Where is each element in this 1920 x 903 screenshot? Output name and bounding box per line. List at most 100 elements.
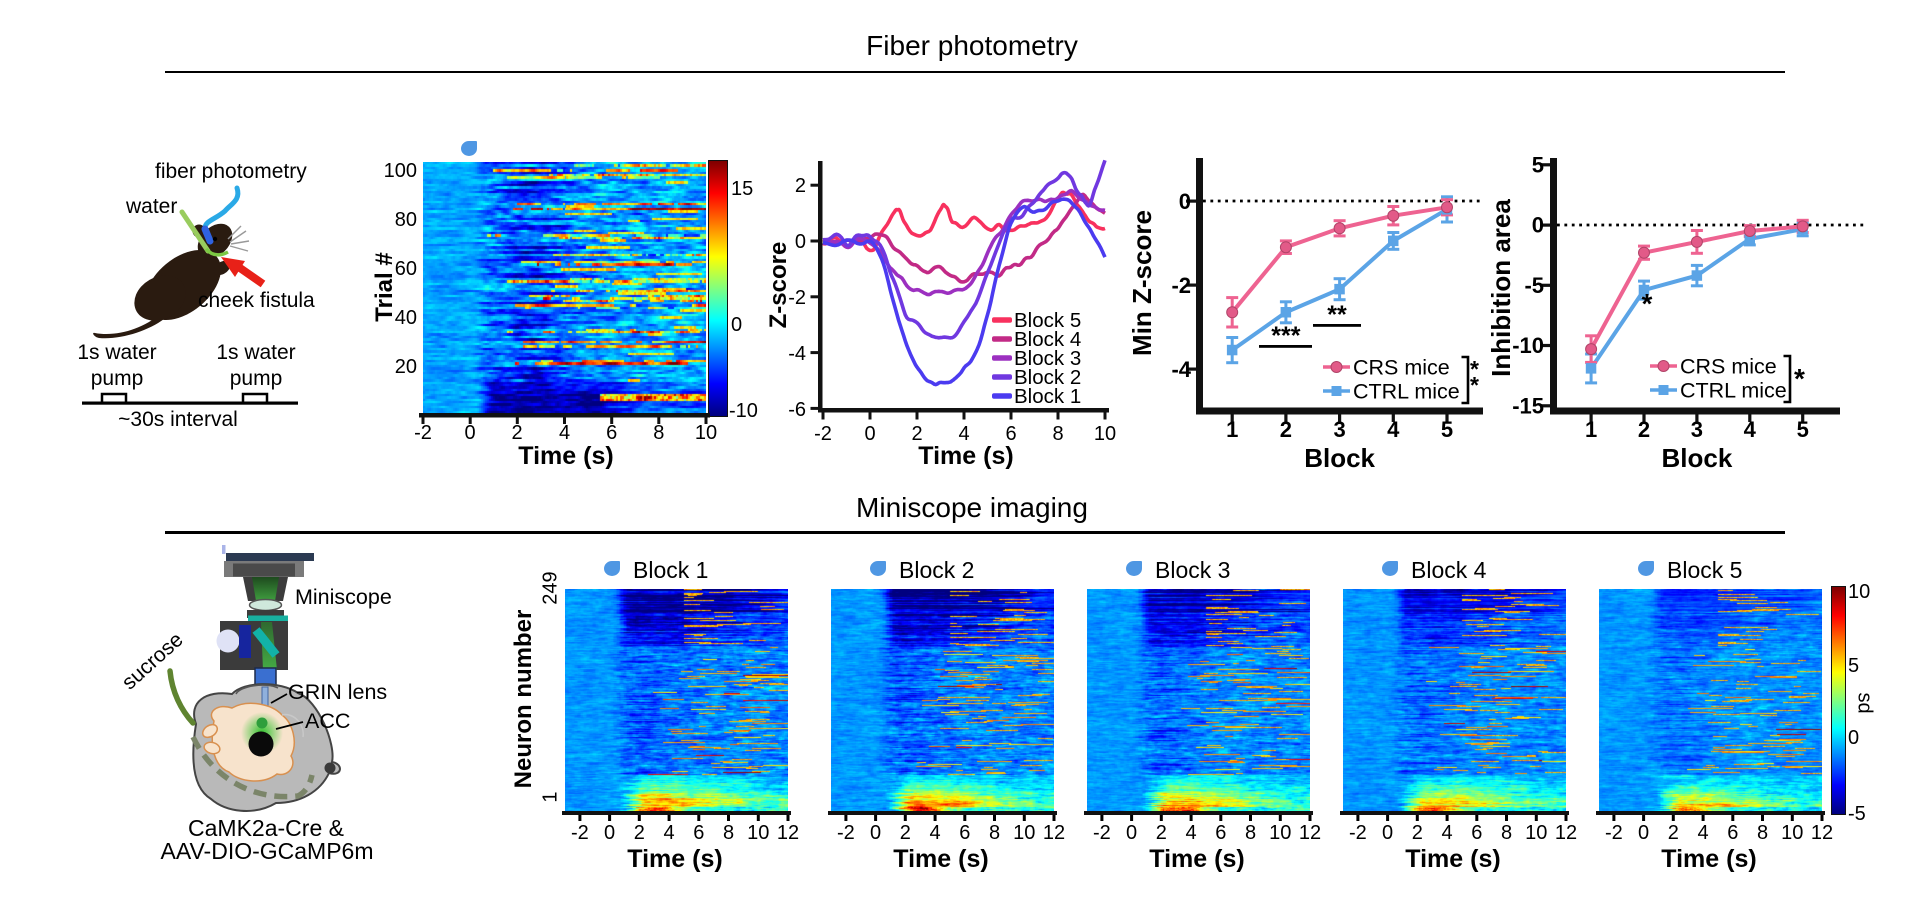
svg-text:Trial #: Trial # [371, 252, 398, 321]
svg-text:*: * [1642, 288, 1653, 319]
svg-text:100: 100 [384, 160, 417, 182]
svg-text:4: 4 [559, 422, 570, 444]
svg-text:Time (s): Time (s) [518, 442, 613, 470]
svg-text:6: 6 [693, 822, 704, 844]
svg-text:-2: -2 [571, 822, 589, 844]
svg-text:CRS mice: CRS mice [1680, 355, 1777, 379]
svg-text:*: * [1794, 363, 1805, 394]
svg-text:-6: -6 [788, 399, 806, 421]
svg-text:-10: -10 [1512, 333, 1544, 358]
svg-text:5: 5 [1532, 152, 1544, 177]
svg-text:12: 12 [1043, 822, 1065, 844]
svg-text:0: 0 [1179, 189, 1191, 214]
svg-text:8: 8 [1757, 822, 1768, 844]
svg-text:6: 6 [1471, 822, 1482, 844]
svg-text:sucrose: sucrose [118, 628, 188, 694]
svg-text:-2: -2 [1171, 273, 1191, 298]
svg-text:-2: -2 [788, 287, 806, 309]
svg-text:-4: -4 [1171, 357, 1191, 382]
svg-text:0: 0 [464, 422, 475, 444]
svg-text:0: 0 [1638, 822, 1649, 844]
svg-text:Time (s): Time (s) [1149, 845, 1244, 873]
svg-text:15: 15 [731, 178, 753, 200]
svg-text:CRS mice: CRS mice [1353, 356, 1450, 380]
svg-text:3: 3 [1333, 417, 1345, 442]
svg-text:pump: pump [230, 367, 283, 390]
svg-text:4: 4 [664, 822, 675, 844]
svg-text:-2: -2 [1349, 822, 1367, 844]
svg-text:4: 4 [1387, 417, 1400, 442]
svg-text:1s water: 1s water [77, 341, 156, 364]
svg-text:4: 4 [1698, 822, 1709, 844]
svg-text:0: 0 [1382, 822, 1393, 844]
svg-text:Min Z-score: Min Z-score [1127, 210, 1157, 356]
svg-text:8: 8 [1501, 822, 1512, 844]
svg-text:80: 80 [395, 209, 417, 231]
svg-text:6: 6 [606, 422, 617, 444]
svg-text:4: 4 [1186, 822, 1197, 844]
svg-text:12: 12 [777, 822, 799, 844]
svg-text:-15: -15 [1512, 393, 1544, 418]
svg-text:GRIN lens: GRIN lens [288, 680, 387, 704]
svg-text:**: ** [1327, 301, 1347, 329]
svg-text:-2: -2 [414, 422, 432, 444]
svg-text:ACC: ACC [305, 709, 350, 733]
svg-text:-2: -2 [837, 822, 855, 844]
svg-text:12: 12 [1811, 822, 1833, 844]
svg-text:12: 12 [1299, 822, 1321, 844]
svg-text:Time (s): Time (s) [1661, 845, 1756, 873]
svg-text:2: 2 [1280, 417, 1292, 442]
svg-text:6: 6 [1727, 822, 1738, 844]
svg-text:Time (s): Time (s) [893, 845, 988, 873]
svg-text:0: 0 [864, 423, 875, 445]
svg-text:0: 0 [1126, 822, 1137, 844]
svg-text:CTRL mice: CTRL mice [1680, 379, 1787, 403]
svg-text:40: 40 [395, 307, 417, 329]
svg-text:Time (s): Time (s) [918, 442, 1013, 470]
svg-text:Inhibition area: Inhibition area [1488, 199, 1516, 377]
svg-text:8: 8 [989, 822, 1000, 844]
svg-text:8: 8 [653, 422, 664, 444]
svg-text:Block 5: Block 5 [1014, 309, 1081, 332]
svg-text:2: 2 [900, 822, 911, 844]
svg-text:-5: -5 [1524, 273, 1544, 298]
svg-text:4: 4 [1744, 417, 1757, 442]
svg-text:water: water [125, 195, 177, 218]
svg-text:AAV-DIO-GCaMP6m: AAV-DIO-GCaMP6m [161, 838, 374, 864]
svg-text:2: 2 [1412, 822, 1423, 844]
svg-text:6: 6 [959, 822, 970, 844]
svg-text:2: 2 [795, 175, 806, 197]
svg-text:0: 0 [731, 314, 742, 336]
svg-text:10: 10 [1269, 822, 1291, 844]
svg-text:20: 20 [395, 356, 417, 378]
svg-text:2: 2 [1156, 822, 1167, 844]
svg-text:Time (s): Time (s) [627, 845, 722, 873]
svg-text:8: 8 [1245, 822, 1256, 844]
svg-text:2: 2 [1638, 417, 1650, 442]
svg-text:8: 8 [723, 822, 734, 844]
svg-text:CaMK2a-Cre &: CaMK2a-Cre & [188, 815, 344, 841]
svg-text:3: 3 [1691, 417, 1703, 442]
svg-text:*: * [1470, 356, 1479, 382]
svg-text:4: 4 [958, 423, 969, 445]
svg-text:*: * [1470, 372, 1479, 398]
svg-text:-10: -10 [729, 400, 758, 422]
svg-text:Time (s): Time (s) [1405, 845, 1500, 873]
svg-text:fiber photometry: fiber photometry [155, 160, 307, 183]
svg-text:-2: -2 [814, 423, 832, 445]
svg-text:8: 8 [1052, 423, 1063, 445]
svg-text:Z-score: Z-score [765, 242, 792, 329]
svg-text:2: 2 [511, 422, 522, 444]
svg-text:5: 5 [1441, 417, 1453, 442]
svg-text:pump: pump [91, 367, 144, 390]
svg-text:~30s interval: ~30s interval [118, 408, 238, 431]
svg-text:Miniscope: Miniscope [295, 585, 392, 609]
svg-text:10: 10 [1094, 423, 1116, 445]
svg-text:1: 1 [1585, 417, 1597, 442]
svg-text:Block 2: Block 2 [1014, 366, 1081, 389]
svg-text:Block 1: Block 1 [1014, 385, 1081, 408]
svg-text:60: 60 [395, 258, 417, 280]
svg-text:12: 12 [1555, 822, 1577, 844]
svg-text:6: 6 [1005, 423, 1016, 445]
svg-text:-4: -4 [788, 343, 806, 365]
